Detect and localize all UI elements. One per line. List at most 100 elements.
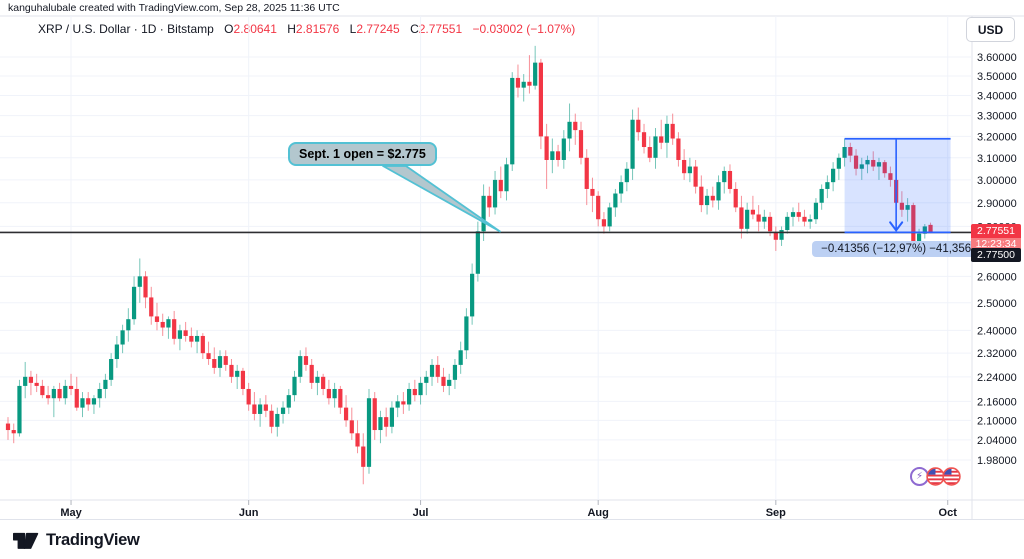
candle[interactable] bbox=[435, 356, 440, 383]
candle[interactable] bbox=[240, 367, 246, 396]
candle[interactable] bbox=[653, 128, 658, 169]
candle[interactable] bbox=[899, 191, 904, 217]
candle[interactable] bbox=[859, 157, 864, 180]
candle[interactable] bbox=[332, 382, 337, 408]
candle[interactable] bbox=[309, 359, 314, 389]
candle[interactable] bbox=[40, 379, 45, 399]
candle[interactable] bbox=[275, 407, 280, 437]
candle[interactable] bbox=[607, 202, 612, 232]
candle[interactable] bbox=[57, 382, 62, 402]
candle[interactable] bbox=[533, 45, 538, 90]
candle[interactable] bbox=[613, 188, 618, 217]
candle[interactable] bbox=[447, 373, 452, 396]
candle[interactable] bbox=[137, 258, 142, 303]
candle[interactable] bbox=[670, 113, 675, 145]
candle[interactable] bbox=[619, 175, 624, 203]
candle[interactable] bbox=[154, 302, 160, 331]
candle[interactable] bbox=[298, 350, 303, 383]
candle[interactable] bbox=[831, 162, 836, 192]
candle[interactable] bbox=[395, 395, 400, 418]
candle[interactable] bbox=[779, 226, 784, 246]
candle[interactable] bbox=[361, 433, 366, 485]
candle[interactable] bbox=[510, 72, 515, 171]
candle[interactable] bbox=[785, 212, 790, 234]
candle[interactable] bbox=[733, 182, 738, 213]
candle[interactable] bbox=[790, 207, 796, 227]
candle[interactable] bbox=[223, 350, 228, 371]
candle[interactable] bbox=[389, 401, 395, 434]
candle[interactable] bbox=[235, 364, 240, 389]
candle[interactable] bbox=[441, 367, 446, 393]
candle[interactable] bbox=[762, 209, 767, 229]
candle[interactable] bbox=[704, 188, 710, 215]
candle[interactable] bbox=[74, 376, 79, 411]
candle[interactable] bbox=[813, 198, 819, 225]
us-flag-icon[interactable] bbox=[926, 467, 945, 486]
candle[interactable] bbox=[745, 202, 750, 234]
candle[interactable] bbox=[97, 382, 102, 408]
candle[interactable] bbox=[722, 166, 727, 194]
candle[interactable] bbox=[659, 119, 664, 150]
candle[interactable] bbox=[544, 123, 549, 189]
candle[interactable] bbox=[888, 166, 893, 187]
candle[interactable] bbox=[596, 191, 601, 227]
candle[interactable] bbox=[280, 401, 286, 424]
candle[interactable] bbox=[338, 385, 343, 414]
candle[interactable] bbox=[710, 186, 715, 208]
candle[interactable] bbox=[481, 184, 486, 242]
candle[interactable] bbox=[126, 308, 131, 342]
candle[interactable] bbox=[630, 109, 635, 180]
candle[interactable] bbox=[848, 142, 853, 163]
candle[interactable] bbox=[269, 404, 274, 434]
candle[interactable] bbox=[23, 361, 28, 399]
candle[interactable] bbox=[206, 341, 211, 365]
candle[interactable] bbox=[51, 385, 56, 418]
candle[interactable] bbox=[641, 123, 647, 154]
candle[interactable] bbox=[200, 333, 205, 360]
candle[interactable] bbox=[756, 205, 761, 232]
candle[interactable] bbox=[584, 149, 589, 206]
candle[interactable] bbox=[17, 379, 22, 437]
candle[interactable] bbox=[166, 316, 171, 339]
candle[interactable] bbox=[355, 420, 360, 454]
candle[interactable] bbox=[601, 212, 607, 234]
candle[interactable] bbox=[521, 74, 526, 102]
candle[interactable] bbox=[183, 321, 188, 342]
candle[interactable] bbox=[515, 64, 521, 98]
candle[interactable] bbox=[11, 423, 16, 444]
candle[interactable] bbox=[842, 138, 847, 167]
candle[interactable] bbox=[853, 149, 859, 176]
candle[interactable] bbox=[120, 324, 125, 354]
tradingview-logo[interactable]: TradingView bbox=[13, 531, 140, 550]
candle[interactable] bbox=[458, 341, 463, 374]
candle[interactable] bbox=[475, 221, 480, 282]
candle[interactable] bbox=[91, 395, 97, 414]
candle[interactable] bbox=[922, 224, 927, 239]
candle[interactable] bbox=[109, 353, 114, 386]
currency-toggle-button[interactable]: USD bbox=[966, 17, 1015, 42]
candle[interactable] bbox=[172, 310, 177, 345]
candle[interactable] bbox=[424, 370, 429, 396]
candle[interactable] bbox=[303, 347, 309, 371]
candle[interactable] bbox=[315, 370, 320, 396]
candle[interactable] bbox=[739, 195, 744, 239]
candle[interactable] bbox=[750, 195, 755, 220]
candle[interactable] bbox=[578, 121, 584, 165]
candle[interactable] bbox=[796, 202, 801, 222]
candle[interactable] bbox=[538, 58, 543, 150]
candle[interactable] bbox=[412, 379, 417, 402]
candle[interactable] bbox=[177, 324, 182, 351]
candle[interactable] bbox=[905, 198, 910, 222]
candle[interactable] bbox=[46, 385, 51, 405]
candle[interactable] bbox=[682, 149, 687, 180]
candle[interactable] bbox=[63, 379, 68, 405]
candle[interactable] bbox=[326, 379, 331, 405]
candle[interactable] bbox=[865, 155, 870, 174]
candle[interactable] bbox=[699, 175, 704, 213]
candle[interactable] bbox=[773, 226, 778, 251]
candle[interactable] bbox=[871, 151, 876, 171]
candle[interactable] bbox=[825, 175, 830, 199]
candle[interactable] bbox=[561, 130, 566, 169]
candle[interactable] bbox=[131, 276, 137, 325]
